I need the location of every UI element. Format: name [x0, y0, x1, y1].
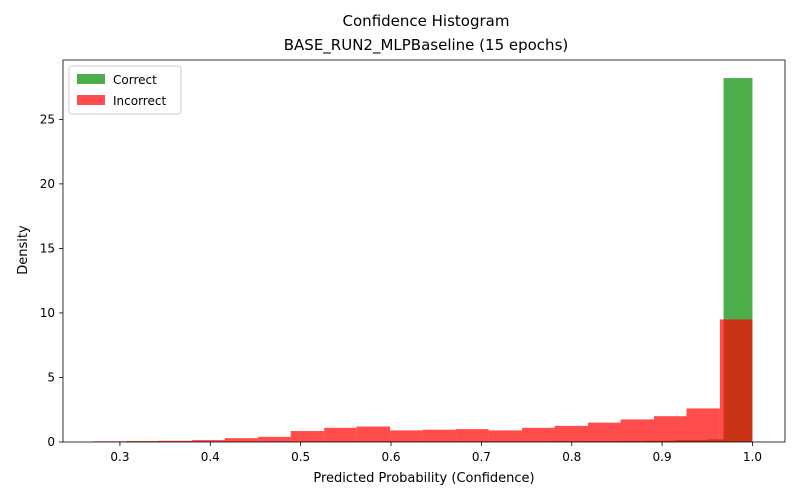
incorrect-bar: [126, 440, 159, 442]
legend: Correct Incorrect: [68, 65, 182, 115]
incorrect-legend-swatch: [77, 95, 105, 105]
y-axis-label: Density: [16, 225, 31, 275]
y-tick-label: 10: [40, 306, 55, 320]
incorrect-bar: [588, 422, 621, 442]
incorrect-bar: [356, 426, 391, 442]
incorrect-bar: [422, 429, 457, 442]
correct-legend-swatch: [77, 74, 105, 84]
y-tick-label: 5: [47, 370, 55, 384]
incorrect-legend-label: Incorrect: [113, 94, 166, 108]
y-tick-label: 15: [40, 241, 55, 255]
incorrect-bar: [719, 319, 753, 442]
x-tick-label: 0.9: [653, 450, 672, 464]
incorrect-bar: [653, 416, 687, 442]
x-axis-label: Predicted Probability (Confidence): [313, 471, 534, 486]
chart-title: Confidence Histogram: [343, 12, 510, 30]
incorrect-bar: [390, 430, 423, 442]
incorrect-bar: [686, 408, 720, 442]
incorrect-bar: [224, 438, 259, 442]
plot-area: [62, 59, 786, 443]
incorrect-bar: [488, 430, 523, 442]
y-axis: 0 5 10 15 20 25: [40, 112, 63, 449]
x-tick-label: 0.3: [110, 450, 129, 464]
y-tick-label: 25: [40, 112, 55, 126]
y-tick-label: 0: [47, 435, 55, 449]
incorrect-bar: [192, 440, 225, 442]
x-tick-label: 0.5: [291, 450, 310, 464]
incorrect-bar: [258, 436, 291, 442]
correct-legend-label: Correct: [113, 73, 157, 87]
plot-frame: [62, 59, 786, 443]
incorrect-bar: [620, 419, 654, 442]
x-axis: 0.3 0.4 0.5 0.6 0.7 0.8 0.9 1.0: [110, 442, 762, 464]
incorrect-bar: [158, 440, 193, 442]
x-tick-label: 0.7: [472, 450, 491, 464]
x-tick-label: 0.6: [381, 450, 400, 464]
incorrect-bar: [290, 431, 325, 442]
incorrect-bar: [554, 425, 588, 442]
y-tick-label: 20: [40, 177, 55, 191]
x-tick-label: 0.4: [201, 450, 220, 464]
incorrect-bar: [522, 427, 555, 442]
incorrect-bar: [324, 427, 357, 442]
x-tick-label: 1.0: [743, 450, 762, 464]
x-tick-label: 0.8: [562, 450, 581, 464]
incorrect-bar: [456, 429, 489, 442]
chart-subtitle: BASE_RUN2_MLPBaseline (15 epochs): [284, 36, 568, 55]
